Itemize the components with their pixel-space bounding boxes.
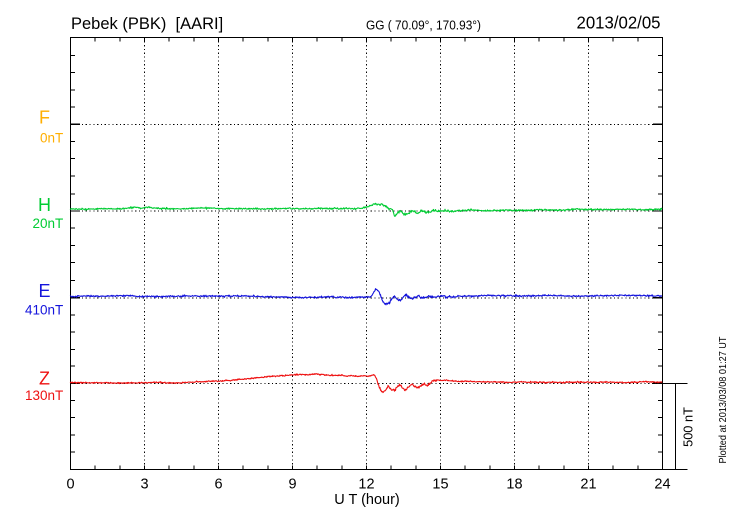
svg-text:6: 6 xyxy=(214,477,222,493)
svg-text:500 nT: 500 nT xyxy=(681,407,696,447)
svg-text:18: 18 xyxy=(506,477,522,493)
svg-text:0: 0 xyxy=(66,477,74,493)
svg-text:2013/02/05: 2013/02/05 xyxy=(577,13,661,33)
svg-text:F: F xyxy=(39,107,50,127)
svg-text:GG ( 70.09°, 170.93°): GG ( 70.09°, 170.93°) xyxy=(366,18,481,33)
svg-text:E: E xyxy=(38,281,50,301)
svg-text:U T (hour): U T (hour) xyxy=(334,492,400,508)
svg-text:24: 24 xyxy=(654,477,670,493)
svg-text:20nT: 20nT xyxy=(33,216,64,231)
svg-text:9: 9 xyxy=(288,477,296,493)
svg-text:12: 12 xyxy=(358,477,374,493)
svg-text:Plotted at 2013/03/08 01:27 UT: Plotted at 2013/03/08 01:27 UT xyxy=(718,336,729,464)
svg-text:0nT: 0nT xyxy=(40,130,63,145)
svg-text:15: 15 xyxy=(432,477,448,493)
svg-text:130nT: 130nT xyxy=(25,388,63,403)
svg-text:410nT: 410nT xyxy=(25,303,63,318)
svg-text:3: 3 xyxy=(140,477,148,493)
svg-text:21: 21 xyxy=(580,477,596,493)
svg-text:H: H xyxy=(38,195,51,215)
svg-text:Z: Z xyxy=(39,368,50,388)
svg-text:Pebek (PBK) [AARI]: Pebek (PBK) [AARI] xyxy=(71,15,223,33)
